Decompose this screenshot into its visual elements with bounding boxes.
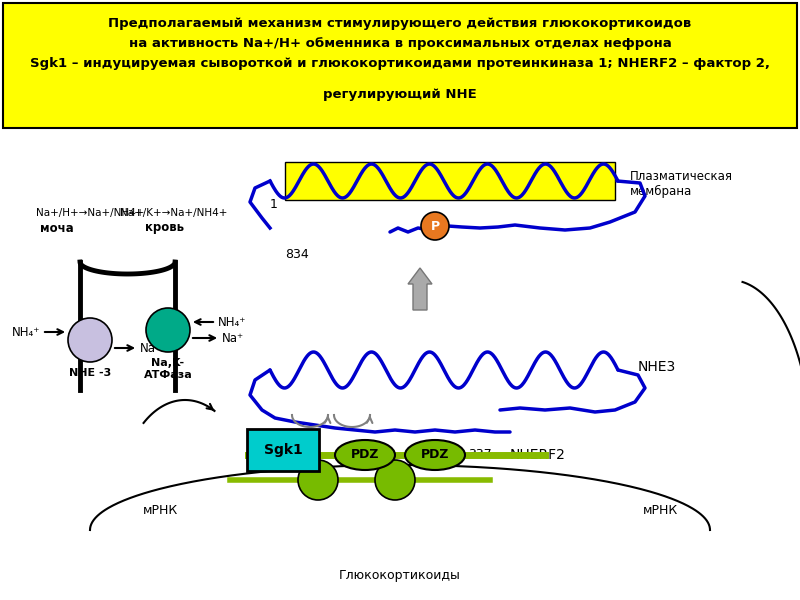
Text: P: P xyxy=(430,220,439,232)
Circle shape xyxy=(375,460,415,500)
Text: регулирующий NHE: регулирующий NHE xyxy=(323,88,477,101)
Text: 1: 1 xyxy=(270,199,278,211)
Text: Na+/H+→Na+/NH4+: Na+/H+→Na+/NH4+ xyxy=(36,208,144,218)
Text: Na,K-
АТФаза: Na,K- АТФаза xyxy=(144,358,192,380)
Text: Sgk1: Sgk1 xyxy=(264,443,302,457)
Text: мРНК: мРНК xyxy=(142,503,178,517)
Text: Плазматическая
мембрана: Плазматическая мембрана xyxy=(630,170,733,198)
Circle shape xyxy=(68,318,112,362)
Text: моча: моча xyxy=(40,221,74,235)
Circle shape xyxy=(146,308,190,352)
Ellipse shape xyxy=(405,440,465,470)
Bar xyxy=(3,3,797,128)
Text: Na⁺: Na⁺ xyxy=(222,331,244,344)
Text: Na+/K+→Na+/NH4+: Na+/K+→Na+/NH4+ xyxy=(120,208,227,218)
Circle shape xyxy=(421,212,449,240)
Text: NHE -3: NHE -3 xyxy=(69,368,111,378)
Text: NH₄⁺: NH₄⁺ xyxy=(12,325,40,338)
Text: PDZ: PDZ xyxy=(421,449,450,461)
Text: NHE3: NHE3 xyxy=(638,360,676,374)
FancyArrow shape xyxy=(408,268,432,310)
Text: PDZ: PDZ xyxy=(350,449,379,461)
Text: Na⁺: Na⁺ xyxy=(140,341,162,355)
Ellipse shape xyxy=(335,440,395,470)
Text: мРНК: мРНК xyxy=(642,503,678,517)
Text: Sgk1 – индуцируемая сывороткой и глюкокортикоидами протеинкиназа 1; NHERF2 – фак: Sgk1 – индуцируемая сывороткой и глюкоко… xyxy=(30,57,770,70)
Text: NHERF2: NHERF2 xyxy=(510,448,566,462)
Text: Глюкокортикоиды: Глюкокортикоиды xyxy=(339,569,461,582)
Text: NH₄⁺: NH₄⁺ xyxy=(218,316,246,329)
Text: кровь: кровь xyxy=(145,221,184,235)
Text: Предполагаемый механизм стимулирующего действия глюкокортикоидов: Предполагаемый механизм стимулирующего д… xyxy=(108,17,692,30)
Text: на активность Na+/H+ обменника в проксимальных отделах нефрона: на активность Na+/H+ обменника в проксим… xyxy=(129,37,671,50)
Text: 337: 337 xyxy=(468,449,492,461)
FancyBboxPatch shape xyxy=(247,429,319,471)
Bar xyxy=(285,162,615,200)
Circle shape xyxy=(298,460,338,500)
Text: 834: 834 xyxy=(285,248,309,261)
